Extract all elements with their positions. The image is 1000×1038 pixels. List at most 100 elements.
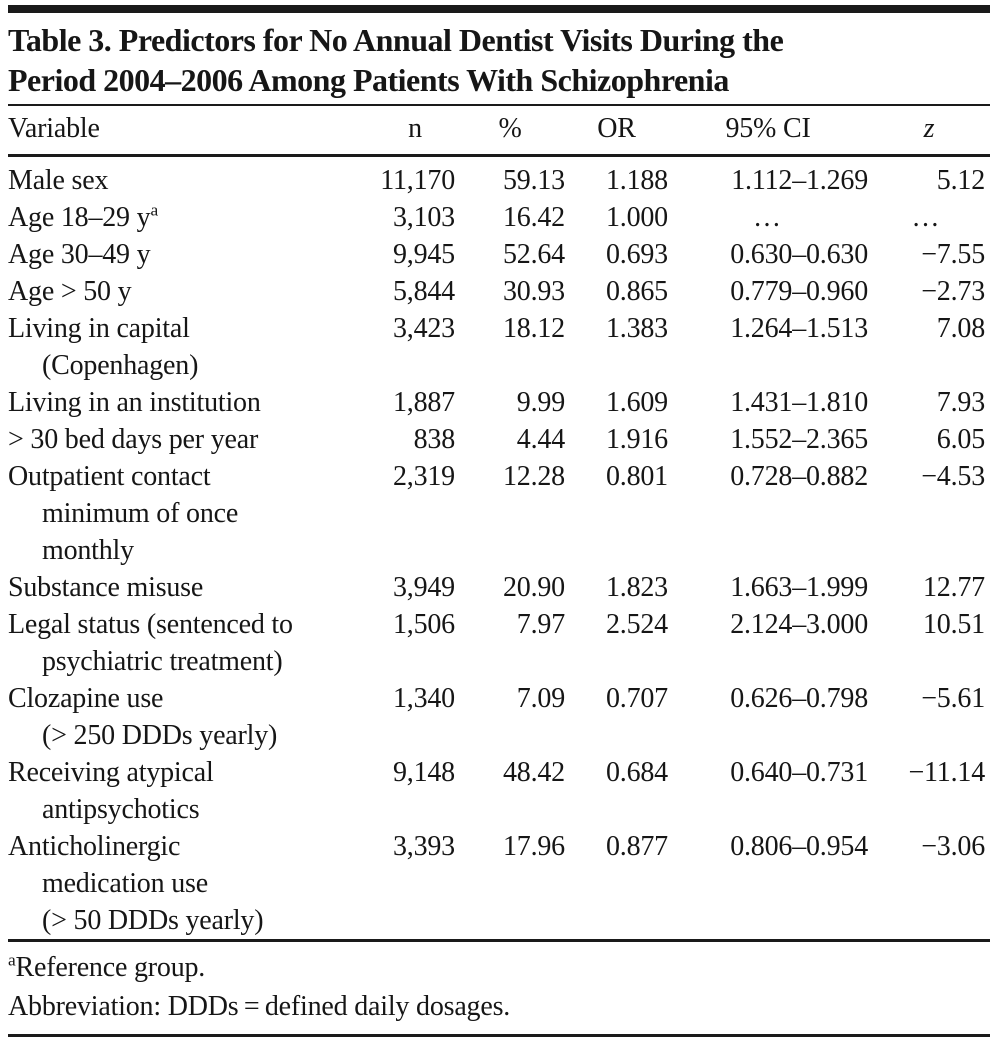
percent-cell: 18.12: [502, 313, 565, 344]
ci-cell: 1.552–2.365: [730, 424, 868, 455]
z-cell: −5.61: [921, 683, 985, 714]
column-header-z: z: [868, 106, 990, 157]
footnotes: aReference group. Abbreviation: DDDs = d…: [8, 948, 990, 1026]
z-cell: −3.06: [921, 831, 985, 862]
odds-ratio-cell: 0.877: [605, 831, 668, 862]
percent-cell: 59.13: [502, 165, 565, 196]
table-row: Substance misuse 3,949 20.90 1.823 1.663–1.9…: [8, 569, 990, 606]
z-cell: 12.77: [922, 572, 985, 603]
footnote-marker: a: [8, 950, 16, 970]
odds-ratio-cell: 0.865: [605, 276, 668, 307]
z-cell: 7.93: [936, 387, 985, 418]
n-cell: 1,506: [392, 609, 455, 640]
variable-line: antipsychotics: [42, 794, 200, 825]
z-cell: −2.73: [921, 276, 985, 307]
odds-ratio-cell: 1.609: [605, 387, 668, 418]
n-cell: 11,170: [380, 165, 455, 196]
variable-line: Clozapine use: [8, 683, 164, 714]
odds-ratio-cell: 0.684: [605, 757, 668, 788]
reference-marker: a: [150, 200, 158, 220]
z-cell: 5.12: [936, 165, 985, 196]
n-cell: 5,844: [392, 276, 455, 307]
table-row: Age 18–29 ya 3,103 16.42 1.000……: [8, 199, 990, 236]
table-row: Legal status (sentenced to psychiatric tr…: [8, 606, 990, 680]
table-body: Male sex 11,170 59.13 1.188 1.112–1.269 5.12 A…: [8, 156, 990, 941]
ci-cell: 0.779–0.960: [730, 276, 868, 307]
odds-ratio-cell: 0.801: [605, 461, 668, 492]
variable-line: Age > 50 y: [8, 276, 132, 307]
ci-cell: 0.626–0.798: [730, 683, 868, 714]
n-cell: 2,319: [392, 461, 455, 492]
variable-line: Outpatient contact: [8, 461, 211, 492]
table-row: Age > 50 y 5,844 30.93 0.865 0.779–0.960 −2.7…: [8, 273, 990, 310]
ci-cell: 1.663–1.999: [730, 572, 868, 603]
variable-line: (> 50 DDDs yearly): [42, 905, 264, 936]
data-table: Variable n % OR 95% CI z Male sex 11,170 5…: [8, 106, 990, 942]
n-cell: 9,148: [392, 757, 455, 788]
column-header-or: OR: [565, 106, 668, 157]
variable-line: Age 18–29 ya: [8, 200, 158, 233]
table-row: Anticholinergic medication use (> 50 DDDs …: [8, 828, 990, 941]
percent-cell: 20.90: [502, 572, 565, 603]
variable-cell: Living in capital (Copenhagen): [8, 310, 375, 384]
odds-ratio-cell: 0.707: [605, 683, 668, 714]
variable-cell: Clozapine use (> 250 DDDs yearly): [8, 680, 375, 754]
column-header-ci: 95% CI: [668, 106, 868, 157]
z-cell: 10.51: [922, 609, 985, 640]
table-header: Variable n % OR 95% CI z: [8, 106, 990, 157]
table-row: > 30 bed days per year 838 4.44 1.916 1.552–…: [8, 421, 990, 458]
table-row: Living in capital (Copenhagen) 3,423 18.12 1…: [8, 310, 990, 384]
n-cell: 3,393: [392, 831, 455, 862]
variable-cell: Receiving atypical antipsychotics: [8, 754, 375, 828]
variable-line: (> 250 DDDs yearly): [42, 720, 278, 751]
header-row: Variable n % OR 95% CI z: [8, 106, 990, 157]
ci-cell: …: [753, 202, 783, 233]
variable-line: Living in capital: [8, 313, 190, 344]
n-cell: 3,103: [392, 202, 455, 233]
table-row: Receiving atypical antipsychotics 9,148 48.…: [8, 754, 990, 828]
ci-cell: 1.264–1.513: [730, 313, 868, 344]
variable-line: Male sex: [8, 165, 109, 196]
bottom-rule: [8, 1034, 990, 1037]
percent-cell: 4.44: [516, 424, 565, 455]
variable-cell: Age 18–29 ya: [8, 199, 375, 236]
n-cell: 9,945: [392, 239, 455, 270]
variable-cell: Male sex: [8, 156, 375, 200]
footnote-reference: aReference group.: [8, 948, 990, 987]
n-cell: 1,887: [392, 387, 455, 418]
odds-ratio-cell: 1.916: [605, 424, 668, 455]
variable-line: minimum of once: [42, 498, 239, 529]
column-header-variable: Variable: [8, 106, 375, 157]
variable-line: medication use: [42, 868, 208, 899]
odds-ratio-cell: 1.188: [605, 165, 668, 196]
table-row: Living in an institution 1,887 9.99 1.609 1.…: [8, 384, 990, 421]
n-cell: 3,949: [392, 572, 455, 603]
ci-cell: 0.640–0.731: [730, 757, 868, 788]
ci-cell: 0.728–0.882: [730, 461, 868, 492]
column-header-n: n: [375, 106, 455, 157]
variable-cell: Age 30–49 y: [8, 236, 375, 273]
n-cell: 1,340: [392, 683, 455, 714]
variable-line: Receiving atypical: [8, 757, 214, 788]
footnote-abbreviation-text: Abbreviation: DDDs = defined daily dosag…: [8, 991, 511, 1022]
odds-ratio-cell: 2.524: [605, 609, 668, 640]
percent-cell: 9.99: [516, 387, 565, 418]
z-cell: 7.08: [936, 313, 985, 344]
column-header-percent: %: [455, 106, 565, 157]
variable-cell: Legal status (sentenced to psychiatric tr…: [8, 606, 375, 680]
top-rule: [8, 5, 990, 13]
variable-cell: Substance misuse: [8, 569, 375, 606]
variable-line: Anticholinergic: [8, 831, 181, 862]
variable-line: Living in an institution: [8, 387, 261, 418]
table-row: Age 30–49 y 9,945 52.64 0.693 0.630–0.630 −7.…: [8, 236, 990, 273]
z-cell: −7.55: [921, 239, 985, 270]
variable-line: (Copenhagen): [42, 350, 199, 381]
variable-cell: Age > 50 y: [8, 273, 375, 310]
title-divider-rule: [8, 104, 990, 106]
n-cell: 838: [413, 424, 456, 455]
footnote-abbreviation: Abbreviation: DDDs = defined daily dosag…: [8, 987, 990, 1026]
variable-line: monthly: [42, 535, 134, 566]
n-cell: 3,423: [392, 313, 455, 344]
odds-ratio-cell: 1.000: [605, 202, 668, 233]
